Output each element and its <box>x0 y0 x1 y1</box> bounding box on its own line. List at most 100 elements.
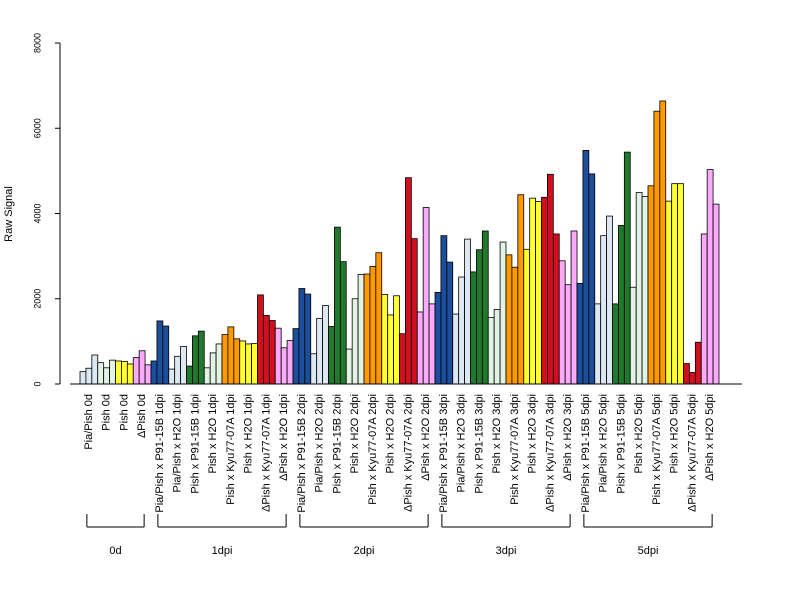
bar <box>357 274 365 385</box>
y-tick-label: 0 <box>32 381 42 386</box>
group-label: 0d <box>109 545 121 557</box>
bar <box>618 225 625 385</box>
group-label: 1dpi <box>212 545 233 557</box>
bar <box>387 314 394 385</box>
category-label: Pia/Pish x H2O 5dpi <box>598 394 610 492</box>
bar <box>452 313 460 385</box>
bar <box>91 354 99 385</box>
category-label: Pia/Pish x P91-15B 1dpi <box>154 394 166 513</box>
category-label: Pish x P91-15B 1dpi <box>189 394 201 494</box>
bar <box>268 320 276 385</box>
category-label: Pia/Pish x H2O 1dpi <box>172 394 184 492</box>
bar <box>635 192 643 385</box>
bar <box>440 235 448 385</box>
bar <box>458 276 465 385</box>
bar <box>156 320 164 385</box>
bar <box>410 238 418 385</box>
bar <box>85 367 93 385</box>
category-label: ΔPish x H2O 1dpi <box>278 394 290 481</box>
category-label: ΔPish x Kyu77-07A 3dpi <box>544 394 556 512</box>
bar <box>310 353 318 385</box>
bar <box>162 325 170 385</box>
bar <box>712 203 720 385</box>
bar <box>168 368 176 385</box>
category-label: Pish x Kyu77-07A 5dpi <box>651 394 663 505</box>
category-label: Pia/Pish x P91-15B 3dpi <box>438 394 450 513</box>
bar <box>523 248 531 385</box>
bar <box>393 295 400 385</box>
bar <box>274 327 282 385</box>
bar <box>700 233 708 385</box>
bar <box>464 238 471 385</box>
group-brackets: 0d 1dpi 2dpi 3dpi 5dpi <box>86 514 713 557</box>
bar <box>115 360 122 385</box>
bar <box>446 261 454 385</box>
bar <box>476 249 483 385</box>
bar <box>499 241 507 385</box>
group-label: 3dpi <box>496 545 517 557</box>
category-label: Pish 0d <box>101 394 113 431</box>
bar <box>529 197 536 385</box>
bar <box>97 362 105 385</box>
category-label: Pish x H2O 5dpi <box>669 394 681 473</box>
category-label: ΔPish x H2O 3dpi <box>562 394 574 481</box>
category-label: Pish x H2O 1dpi <box>207 394 219 473</box>
category-label: ΔPish 0d <box>136 394 148 438</box>
bar <box>79 371 87 385</box>
bar <box>434 291 442 385</box>
y-tick-label: 8000 <box>32 33 42 53</box>
bar <box>298 288 306 385</box>
bar <box>316 317 323 385</box>
bar <box>582 150 590 385</box>
bar <box>209 352 217 385</box>
bar <box>369 265 377 385</box>
bar <box>239 340 247 385</box>
bar <box>576 282 584 385</box>
bar <box>689 372 696 385</box>
bar <box>422 207 430 385</box>
bar <box>132 357 140 385</box>
y-tick-label: 2000 <box>32 289 42 309</box>
bar <box>257 294 264 385</box>
y-tick-label: 4000 <box>32 203 42 223</box>
bar <box>706 169 714 385</box>
bar <box>588 173 596 385</box>
bar <box>671 183 678 385</box>
bar <box>570 230 578 385</box>
bar <box>606 215 613 385</box>
bar <box>381 294 389 385</box>
bar <box>552 233 560 385</box>
bar <box>345 348 353 385</box>
bar <box>659 100 667 385</box>
bar <box>647 185 655 385</box>
bar <box>363 273 371 385</box>
bar <box>541 196 548 385</box>
bar <box>221 334 229 385</box>
bar <box>126 363 134 385</box>
bar <box>351 298 359 385</box>
category-label: Pish x P91-15B 5dpi <box>615 394 627 494</box>
category-label: Pish x Kyu77-07A 2dpi <box>367 394 379 505</box>
category-label: Pish x H2O 1dpi <box>243 394 255 473</box>
bar <box>547 173 554 385</box>
bar <box>564 284 572 385</box>
bar <box>292 328 300 385</box>
bar <box>304 293 312 385</box>
bar <box>505 254 513 385</box>
bar <box>334 226 341 385</box>
bar <box>683 363 690 385</box>
bar <box>612 303 619 385</box>
category-labels: Pia/Pish 0d Pish 0d Pish 0d ΔPish 0d Pia/Pis… <box>83 394 716 513</box>
y-tick-label: 6000 <box>32 118 42 138</box>
category-label: ΔPish x Kyu77-07A 5dpi <box>686 394 698 512</box>
category-label: Pish 0d <box>118 394 130 431</box>
bar <box>416 311 424 385</box>
bar <box>215 343 223 385</box>
group-label: 2dpi <box>354 545 375 557</box>
bar <box>328 326 335 385</box>
bar <box>150 360 158 385</box>
bar <box>470 271 477 385</box>
bar <box>192 335 199 385</box>
bar <box>263 314 270 385</box>
bar <box>399 333 406 385</box>
